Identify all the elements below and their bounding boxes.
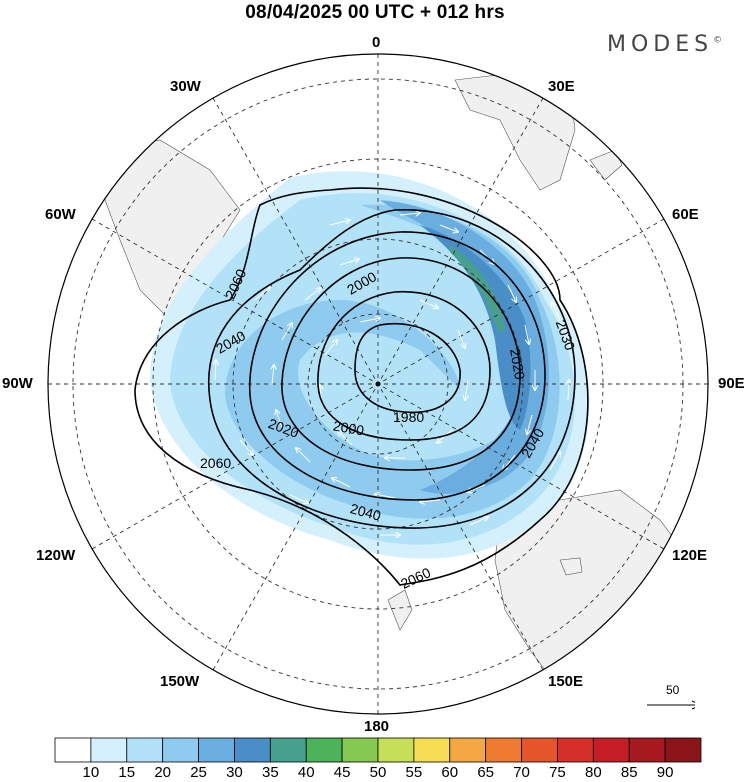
contour-2000 [317, 291, 491, 441]
colorbar-tick-label: 45 [333, 764, 351, 781]
colorbar-tick-label: 75 [549, 764, 566, 781]
colorbar-swatch [126, 737, 164, 763]
contour-2040 [207, 209, 576, 529]
colorbar-swatch [198, 737, 235, 763]
colorbar-tick-label: 55 [405, 764, 423, 781]
colorbar-tick-label: 80 [584, 764, 602, 781]
lon-label-150e: 150E [548, 673, 584, 690]
contour-2020 [249, 231, 546, 501]
colorbar-tick-label: 50 [369, 764, 387, 781]
lon-label-120e: 120E [672, 547, 708, 564]
map-boundary [47, 53, 709, 715]
colorbar-swatch [234, 737, 271, 763]
colorbar-swatch [664, 737, 702, 763]
colorbar-swatch [449, 737, 487, 763]
colorbar-swatch [413, 737, 451, 763]
lon-label-180: 180 [364, 718, 390, 735]
colorbar-tick-label: 20 [154, 764, 171, 781]
reference-vector-label: 50 [666, 683, 680, 697]
colorbar-swatch [557, 737, 594, 763]
colorbar-swatch [54, 737, 92, 763]
colorbar-swatch [521, 737, 558, 763]
lon-label-0: 0 [372, 34, 381, 51]
colorbar-tick-label: 85 [620, 764, 638, 781]
contour-2000-outer [281, 257, 521, 471]
contour-label: 2060 [200, 455, 232, 471]
contour-2060 [134, 187, 589, 586]
lon-label-30e: 30E [548, 78, 575, 95]
madagascar-land [589, 149, 623, 181]
lon-label-120w: 120W [36, 547, 76, 564]
reference-vector-arrow [647, 692, 695, 722]
height-contours [134, 187, 589, 586]
colorbar-tick-label: 25 [190, 764, 207, 781]
colorbar-swatch [377, 737, 415, 763]
colorbar-tick-label: 30 [226, 764, 243, 781]
colorbar-tick-label: 70 [513, 764, 530, 781]
colorbar-tick-label: 40 [297, 764, 315, 781]
colorbar-swatch [162, 737, 199, 763]
lon-label-90w: 90W [2, 375, 33, 392]
colorbar-tick-label: 90 [656, 764, 674, 781]
colorbar-swatch [628, 737, 666, 763]
colorbar-swatch [305, 737, 343, 763]
south-pole-marker [375, 381, 381, 387]
colorbar-swatch [592, 737, 630, 763]
contour-label: 1980 [393, 409, 425, 425]
colorbar-tick-label: 60 [441, 764, 459, 781]
lon-label-90e: 90E [718, 375, 745, 392]
wind-vectors [215, 213, 569, 535]
lon-label-60e: 60E [672, 206, 699, 223]
colorbar-swatch [90, 737, 128, 763]
colorbar-tick-label: 10 [82, 764, 100, 781]
colorbar-tick-label: 65 [477, 764, 494, 781]
colorbar [54, 737, 702, 763]
lon-label-60w: 60W [45, 206, 76, 223]
colorbar-swatch [269, 737, 307, 763]
brand-logo: MODES© [607, 32, 723, 57]
new-zealand-land [387, 589, 413, 631]
chart-title: 08/04/2025 00 UTC + 012 hrs [245, 2, 505, 23]
colorbar-tick-label: 15 [118, 764, 136, 781]
lon-label-30w: 30W [170, 78, 201, 95]
contour-1980 [354, 322, 461, 414]
lon-label-150w: 150W [160, 673, 200, 690]
colorbar-swatch [485, 737, 522, 763]
colorbar-tick-label: 35 [261, 764, 279, 781]
colorbar-swatch [341, 737, 379, 763]
tasmania-land [559, 557, 583, 576]
